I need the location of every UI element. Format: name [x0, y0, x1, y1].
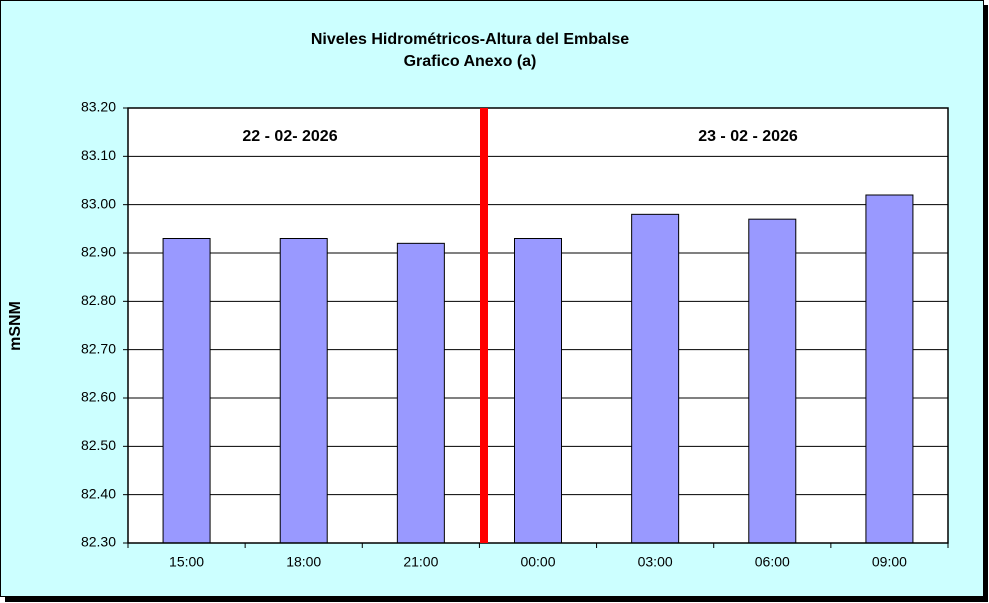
- y-tick-label: 82.90: [81, 244, 116, 260]
- bar: [865, 194, 914, 544]
- y-tick-label: 83.20: [81, 99, 116, 115]
- x-tick-label: 09:00: [872, 554, 907, 570]
- y-axis-label: mSNM: [7, 301, 24, 351]
- x-tick-label: 15:00: [169, 554, 204, 570]
- annotation: 22 - 02- 2026: [242, 128, 337, 145]
- x-tick-label: 06:00: [755, 554, 790, 570]
- y-tick-label: 82.40: [81, 485, 116, 501]
- bar: [514, 238, 562, 544]
- x-tick-label: 00:00: [520, 554, 555, 570]
- y-tick-label: 83.00: [81, 195, 116, 211]
- y-tick-label: 82.60: [81, 389, 116, 405]
- chart-title: Niveles Hidrométricos-Altura del Embalse: [311, 31, 629, 48]
- annotation: 23 - 02 - 2026: [698, 128, 798, 145]
- chart-subtitle: Grafico Anexo (a): [404, 53, 537, 70]
- bar: [396, 242, 445, 544]
- y-tick-label: 82.80: [81, 292, 116, 308]
- bar: [279, 238, 328, 544]
- bar: [748, 218, 797, 544]
- bar: [631, 213, 680, 544]
- y-tick-label: 82.70: [81, 340, 116, 356]
- plot-border: [127, 107, 949, 544]
- x-tick-label: 03:00: [638, 554, 673, 570]
- x-tick-label: 18:00: [286, 554, 321, 570]
- y-tick-label: 83.10: [81, 147, 116, 163]
- y-tick-label: 82.50: [81, 437, 116, 453]
- bar: [162, 238, 211, 544]
- y-tick-label: 82.30: [81, 534, 116, 550]
- x-tick-label: 21:00: [403, 554, 438, 570]
